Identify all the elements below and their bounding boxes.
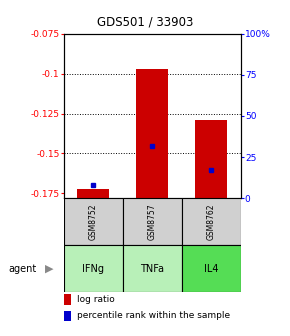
Text: GDS501 / 33903: GDS501 / 33903 xyxy=(97,15,193,28)
Text: IL4: IL4 xyxy=(204,264,218,274)
Bar xyxy=(77,188,110,198)
Text: log ratio: log ratio xyxy=(77,295,115,304)
Bar xyxy=(64,294,71,304)
Bar xyxy=(123,198,182,245)
Bar xyxy=(64,198,123,245)
Bar xyxy=(195,120,227,198)
Text: GSM8762: GSM8762 xyxy=(207,204,216,240)
Text: percentile rank within the sample: percentile rank within the sample xyxy=(77,311,230,320)
Bar xyxy=(64,245,123,292)
Text: GSM8757: GSM8757 xyxy=(148,203,157,240)
Bar xyxy=(136,69,168,198)
Text: agent: agent xyxy=(9,264,37,274)
Text: GSM8752: GSM8752 xyxy=(89,204,98,240)
Bar xyxy=(182,198,241,245)
Text: TNFa: TNFa xyxy=(140,264,164,274)
Text: ▶: ▶ xyxy=(45,264,54,274)
Bar xyxy=(123,245,182,292)
Bar xyxy=(182,245,241,292)
Text: IFNg: IFNg xyxy=(82,264,104,274)
Bar xyxy=(64,310,71,321)
